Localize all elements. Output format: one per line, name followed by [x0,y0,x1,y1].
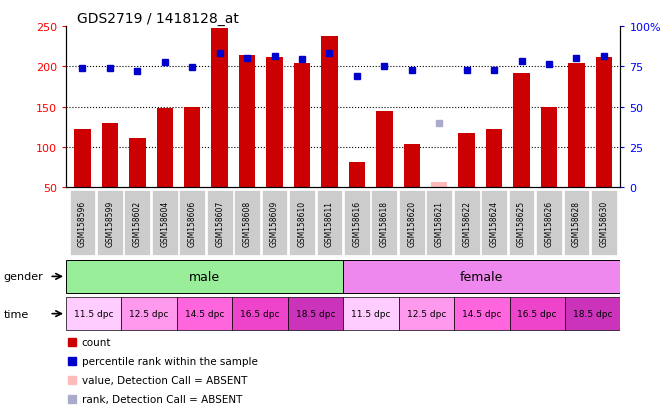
Text: GSM158604: GSM158604 [160,200,170,246]
Text: GSM158618: GSM158618 [380,200,389,246]
Bar [207,191,232,255]
Text: GSM158624: GSM158624 [490,200,499,246]
Text: GSM158610: GSM158610 [298,200,306,246]
Text: GSM158602: GSM158602 [133,200,142,246]
Bar [565,297,620,330]
Bar [509,191,535,255]
Bar [510,297,565,330]
Text: value, Detection Call = ABSENT: value, Detection Call = ABSENT [82,375,247,385]
Text: GSM158611: GSM158611 [325,200,334,246]
Bar [564,191,589,255]
Text: 18.5 dpc: 18.5 dpc [296,309,335,318]
Bar [97,191,123,255]
Bar [541,107,557,188]
Text: GSM158620: GSM158620 [407,200,416,246]
Bar [121,297,177,330]
Bar [102,123,118,188]
Bar [152,191,178,255]
Bar [591,191,617,255]
Text: 14.5 dpc: 14.5 dpc [462,309,502,318]
Bar [403,145,420,188]
Text: 18.5 dpc: 18.5 dpc [573,309,612,318]
Text: male: male [189,270,220,283]
Bar [343,260,620,293]
Text: GSM158621: GSM158621 [435,200,444,246]
Text: 16.5 dpc: 16.5 dpc [240,309,280,318]
Bar [239,56,255,188]
Bar [180,191,205,255]
Text: 11.5 dpc: 11.5 dpc [74,309,114,318]
Bar [129,139,146,188]
Text: 12.5 dpc: 12.5 dpc [407,309,446,318]
Text: GSM158599: GSM158599 [106,200,114,246]
Text: GSM158596: GSM158596 [78,200,87,246]
Bar [348,162,365,188]
Bar [568,64,585,188]
Text: percentile rank within the sample: percentile rank within the sample [82,356,257,366]
Text: rank, Detection Call = ABSENT: rank, Detection Call = ABSENT [82,394,242,404]
Bar [426,191,452,255]
Text: GSM158625: GSM158625 [517,200,526,246]
Bar [372,191,397,255]
Bar [399,191,425,255]
Text: GSM158606: GSM158606 [187,200,197,246]
Bar [261,191,288,255]
Text: GSM158608: GSM158608 [243,200,251,246]
Text: GSM158628: GSM158628 [572,200,581,246]
Text: 12.5 dpc: 12.5 dpc [129,309,169,318]
Bar [344,191,370,255]
Bar [376,112,393,188]
Text: 11.5 dpc: 11.5 dpc [351,309,391,318]
Text: 16.5 dpc: 16.5 dpc [517,309,557,318]
Text: GSM158622: GSM158622 [462,200,471,246]
Bar [454,297,510,330]
Text: female: female [460,270,504,283]
Bar [69,191,95,255]
Bar [317,191,343,255]
Bar [289,191,315,255]
Bar [431,182,447,188]
Bar [294,64,310,188]
Text: GSM158630: GSM158630 [599,200,609,246]
Bar [399,297,454,330]
Bar [66,297,121,330]
Bar [343,297,399,330]
Text: GSM158616: GSM158616 [352,200,362,246]
Text: GSM158607: GSM158607 [215,200,224,246]
Bar [481,191,507,255]
Bar [234,191,260,255]
Text: GSM158626: GSM158626 [544,200,554,246]
Bar [267,57,283,188]
Bar [536,191,562,255]
Bar [288,297,343,330]
Text: count: count [82,337,111,347]
Bar [177,297,232,330]
Text: GDS2719 / 1418128_at: GDS2719 / 1418128_at [77,12,239,26]
Bar [156,109,173,188]
Bar [184,107,201,188]
Bar [513,74,530,188]
Bar [66,260,343,293]
Bar [596,58,612,188]
Bar [211,29,228,188]
Text: gender: gender [3,272,43,282]
Bar [486,130,502,188]
Text: time: time [3,309,28,319]
Bar [125,191,150,255]
Bar [454,191,480,255]
Bar [74,130,90,188]
Bar [459,134,475,188]
Bar [232,297,288,330]
Bar [321,36,338,188]
Text: GSM158609: GSM158609 [270,200,279,246]
Text: 14.5 dpc: 14.5 dpc [185,309,224,318]
